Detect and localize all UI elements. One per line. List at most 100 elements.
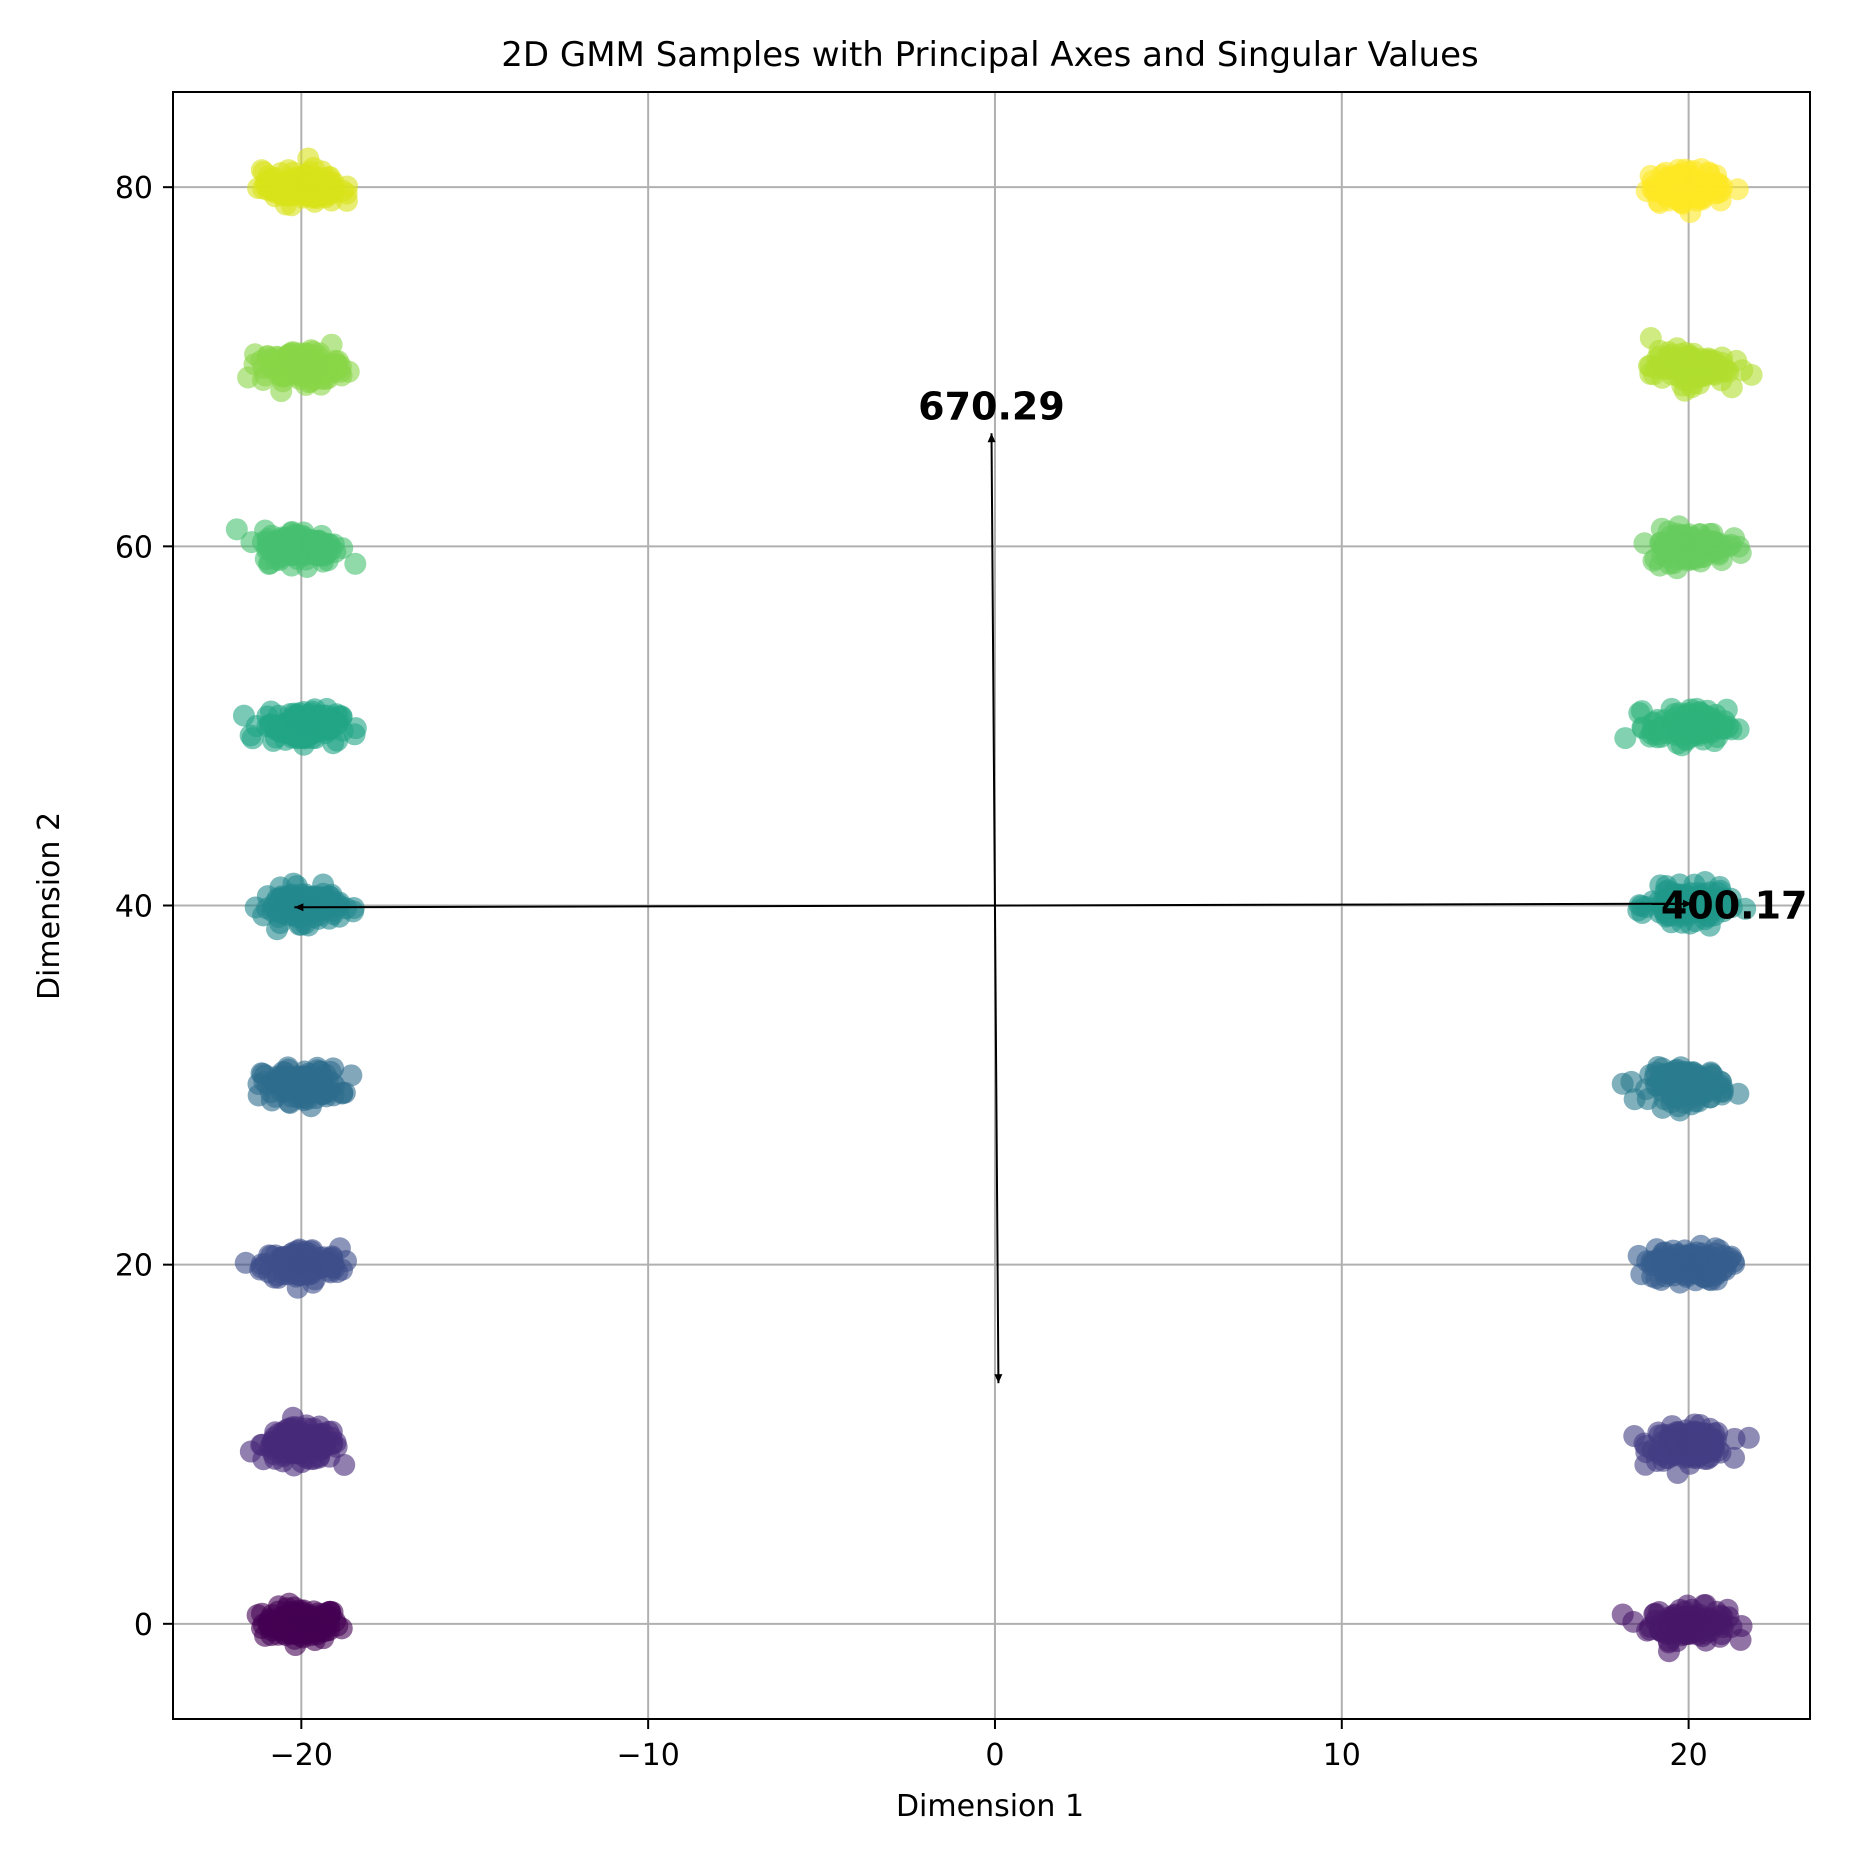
data-point: [304, 1608, 327, 1631]
data-point: [325, 712, 348, 735]
data-point: [1730, 1615, 1753, 1638]
cluster: [247, 147, 359, 217]
x-tick-label: 10: [1323, 1738, 1361, 1773]
cluster: [225, 518, 367, 578]
data-point: [1697, 350, 1720, 373]
data-point: [1622, 1610, 1645, 1633]
data-point: [1726, 178, 1749, 201]
data-point: [1633, 532, 1656, 555]
data-point: [294, 373, 317, 396]
scatter-points: [225, 147, 1763, 1663]
data-point: [1737, 1426, 1760, 1449]
data-point: [1740, 363, 1763, 386]
cluster: [1635, 158, 1749, 223]
data-point: [265, 548, 288, 571]
data-point: [256, 345, 279, 368]
data-point: [1659, 176, 1682, 199]
data-point: [1673, 1446, 1696, 1469]
data-point: [329, 355, 352, 378]
data-point: [261, 1430, 284, 1453]
data-point: [281, 1247, 304, 1270]
data-point: [261, 177, 284, 200]
data-point: [1614, 727, 1637, 750]
data-point: [1636, 1088, 1659, 1111]
principal-axis-line: [990, 433, 1000, 1384]
cluster: [247, 1056, 363, 1118]
data-point: [1667, 534, 1690, 557]
data-point: [1697, 894, 1720, 917]
data-point: [1684, 721, 1707, 744]
y-tick-label: 60: [115, 530, 153, 565]
data-point: [331, 1082, 354, 1105]
data-point: [286, 1604, 309, 1627]
y-axis-label: Dimension 2: [32, 812, 67, 1000]
y-tick-label: 80: [115, 171, 153, 206]
data-point: [1611, 1072, 1634, 1095]
arrow-head: [1683, 899, 1693, 908]
cluster: [234, 1237, 357, 1299]
singular-value-label: 400.17: [1661, 884, 1808, 928]
data-point: [264, 718, 287, 741]
x-tick-label: 0: [985, 1738, 1004, 1773]
data-point: [1697, 1255, 1720, 1278]
data-point: [1675, 1419, 1698, 1442]
ticks: −20 −10 0 10 20 0 20 40 60 80: [115, 171, 1708, 1773]
data-point: [282, 872, 305, 895]
cluster: [237, 333, 360, 403]
cluster: [1637, 327, 1763, 402]
data-point: [292, 521, 315, 544]
x-axis-label: Dimension 1: [896, 1789, 1084, 1824]
data-point: [318, 1445, 341, 1468]
data-point: [246, 1604, 269, 1627]
data-point: [1672, 1061, 1695, 1084]
data-point: [1657, 1640, 1680, 1663]
data-point: [1691, 1442, 1714, 1465]
data-point: [1669, 1255, 1692, 1278]
cluster: [1611, 1055, 1750, 1122]
data-point: [340, 1064, 363, 1087]
data-point: [318, 885, 341, 908]
cluster: [1614, 697, 1750, 757]
data-point: [1642, 719, 1665, 742]
data-point: [317, 1420, 340, 1443]
data-point: [308, 1246, 331, 1269]
data-point: [1643, 180, 1666, 203]
data-point: [263, 1610, 286, 1633]
x-tick-label: −20: [270, 1738, 333, 1773]
data-point: [319, 1060, 342, 1083]
data-point: [1636, 1250, 1659, 1273]
data-point: [289, 1069, 312, 1092]
data-point: [332, 179, 355, 202]
data-point: [1666, 717, 1689, 740]
data-point: [310, 534, 333, 557]
data-point: [1651, 353, 1674, 376]
arrow-head: [994, 1374, 1003, 1384]
cluster: [1623, 1413, 1760, 1484]
data-point: [1644, 1066, 1667, 1089]
data-point: [1654, 880, 1677, 903]
data-point: [1704, 1237, 1727, 1260]
data-point: [1695, 1609, 1718, 1632]
x-tick-label: −10: [616, 1738, 679, 1773]
data-point: [1671, 374, 1694, 397]
data-point: [1631, 901, 1654, 924]
data-point: [1679, 1622, 1702, 1645]
data-point: [284, 710, 307, 733]
data-point: [1692, 1081, 1715, 1104]
data-point: [1690, 546, 1713, 569]
data-point: [225, 518, 248, 541]
chart-title: 2D GMM Samples with Principal Axes and S…: [501, 35, 1478, 75]
cluster: [232, 697, 367, 756]
data-point: [272, 895, 295, 918]
data-point: [253, 1070, 276, 1093]
y-tick-label: 20: [115, 1249, 153, 1284]
data-point: [249, 1258, 272, 1281]
cluster: [1611, 1594, 1753, 1663]
y-tick-label: 40: [115, 890, 153, 925]
cluster: [239, 1406, 356, 1477]
cluster: [1627, 1234, 1746, 1294]
cluster: [1627, 870, 1757, 937]
data-point: [1709, 1441, 1732, 1464]
data-point: [294, 1424, 317, 1447]
